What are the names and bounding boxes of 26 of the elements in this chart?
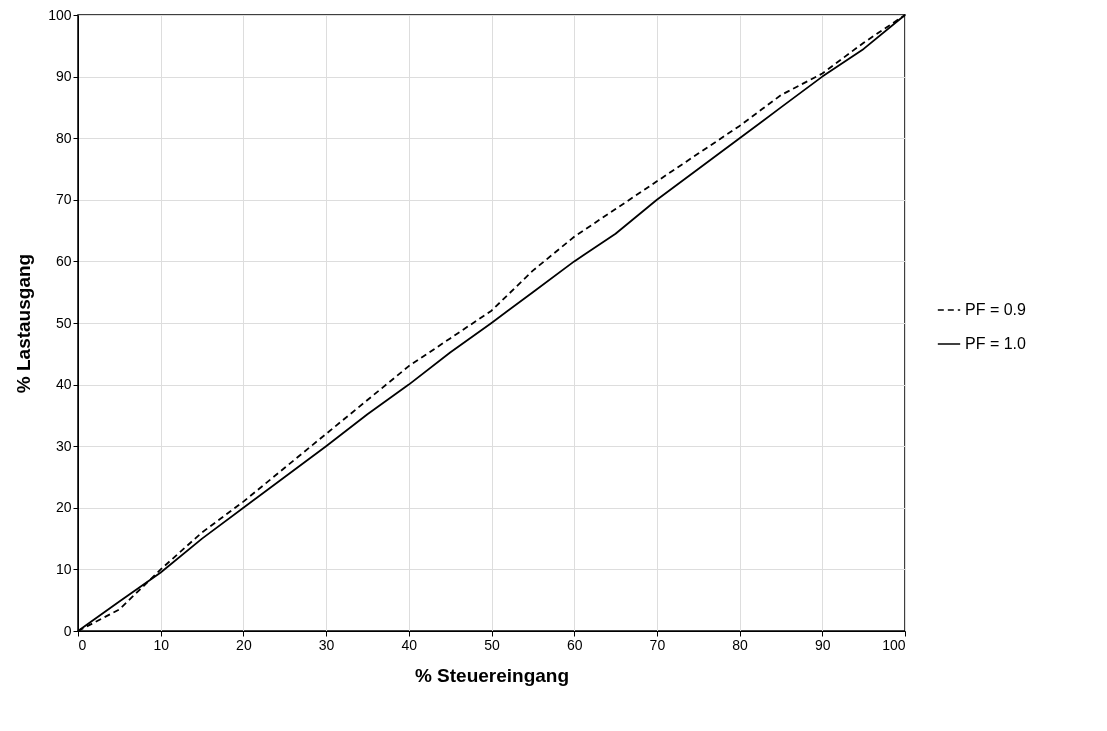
x-tick-label: 40 bbox=[401, 636, 418, 653]
y-axis-title: % Lastausgang bbox=[13, 253, 35, 394]
x-tick-label: 30 bbox=[318, 636, 335, 653]
y-tick-label: 40 bbox=[55, 376, 72, 393]
y-tick-label: 50 bbox=[55, 314, 72, 331]
x-tick-label: 70 bbox=[649, 636, 666, 653]
x-tick-label: 80 bbox=[732, 636, 749, 653]
x-tick-label: 0 bbox=[78, 636, 87, 653]
x-tick-label: 20 bbox=[236, 636, 252, 653]
y-tick-label: 20 bbox=[55, 499, 72, 516]
x-tick-label: 60 bbox=[566, 636, 583, 653]
y-tick-label: 60 bbox=[55, 252, 72, 269]
y-tick-label: 70 bbox=[55, 191, 72, 208]
x-tick-label: 90 bbox=[815, 636, 831, 653]
y-tick-label: 10 bbox=[55, 560, 72, 577]
legend-label: PF = 0.9 bbox=[965, 301, 1027, 318]
y-tick-label: 100 bbox=[48, 6, 72, 23]
y-tick-label: 80 bbox=[55, 129, 72, 146]
x-tick-label: 50 bbox=[484, 636, 500, 653]
y-tick-label: 30 bbox=[55, 437, 72, 454]
y-tick-label: 90 bbox=[55, 68, 72, 85]
x-axis-title: % Steuereingang bbox=[414, 664, 570, 686]
x-tick-label: 100 bbox=[882, 636, 906, 653]
x-tick-label: 10 bbox=[153, 636, 170, 653]
y-tick-label: 0 bbox=[63, 622, 72, 639]
legend-label: PF = 1.0 bbox=[965, 335, 1027, 352]
